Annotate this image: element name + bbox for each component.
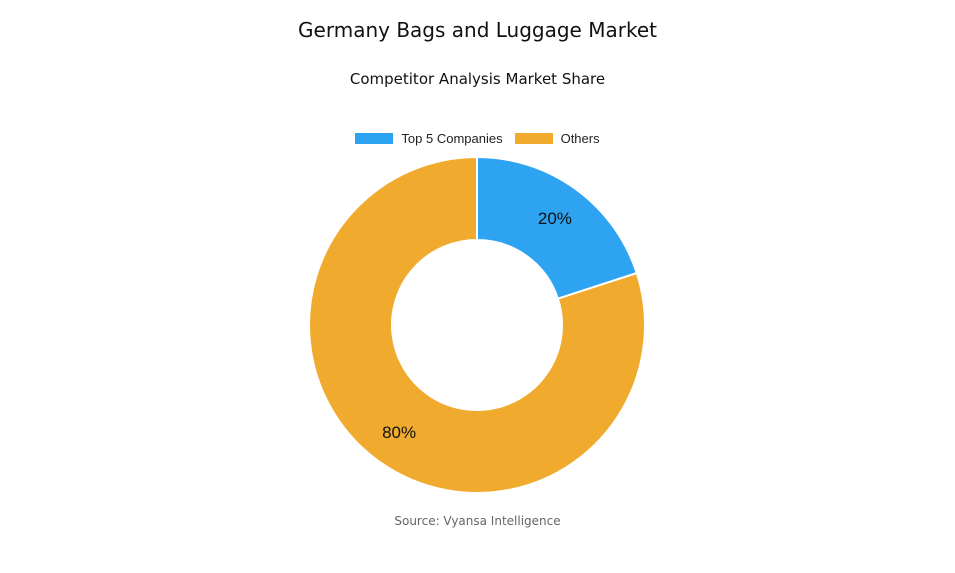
- chart-subtitle: Competitor Analysis Market Share: [349, 70, 606, 88]
- legend-label-others: Others: [560, 131, 600, 146]
- legend-label-top5: Top 5 Companies: [401, 131, 503, 146]
- chart-title: Germany Bags and Luggage Market: [298, 18, 657, 42]
- source-note: Source: Vyansa Intelligence: [394, 514, 561, 528]
- slice-others[interactable]: [308, 155, 646, 494]
- data-label-1: 80%: [382, 423, 416, 442]
- slice-top-5-companies[interactable]: [476, 155, 639, 300]
- data-label-0: 20%: [538, 209, 572, 228]
- legend-swatch-others: [514, 133, 553, 144]
- legend-item-others[interactable]: Others: [514, 131, 600, 146]
- legend-swatch-top5: [355, 133, 394, 144]
- legend: Top 5 Companies Others: [0, 131, 955, 146]
- legend-item-top5[interactable]: Top 5 Companies: [355, 131, 503, 146]
